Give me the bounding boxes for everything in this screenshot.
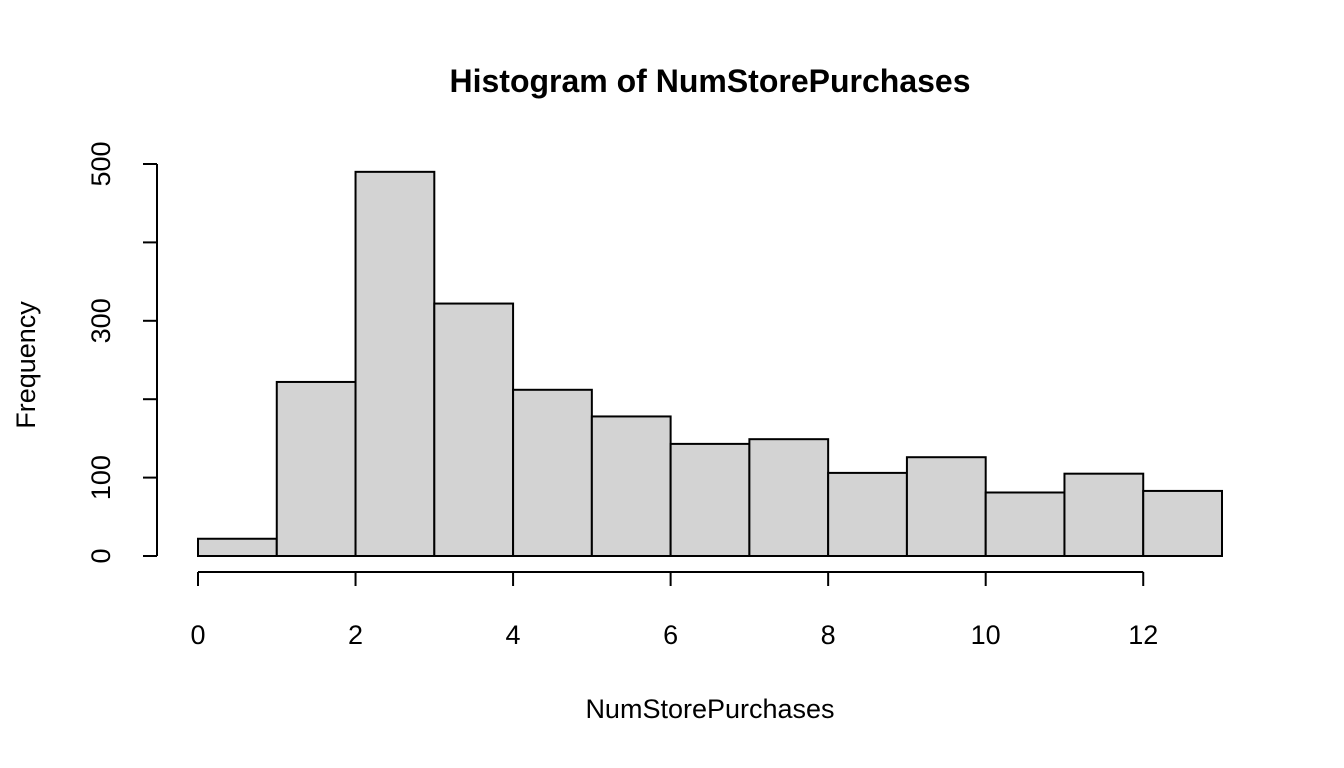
x-tick-label: 4 [506,620,521,650]
x-tick-label: 12 [1128,620,1158,650]
histogram-bar [669,442,751,557]
y-axis: 0 100 300 500 [86,141,158,564]
x-axis-label: NumStorePurchases [585,694,834,724]
x-tick-label: 8 [821,620,836,650]
y-tick-label: 300 [86,298,116,343]
y-tick-label: 500 [86,141,116,186]
x-tick-label: 0 [190,620,205,650]
x-tick-label: 10 [971,620,1001,650]
histogram-bar [354,170,436,557]
y-axis-label: Frequency [11,301,41,429]
histogram-bar [433,302,515,557]
histogram-bar [590,415,672,557]
histogram-bar [748,438,830,557]
histogram-bar [275,380,357,557]
y-tick-label: 100 [86,455,116,500]
histogram-bar [512,388,593,557]
histogram-bar [827,471,908,557]
histogram-bar [905,456,987,557]
x-tick-label: 2 [348,620,363,650]
x-tick-label: 6 [663,620,678,650]
histogram-bar [984,491,1066,558]
histogram-bar [1063,472,1145,557]
y-tick-label: 0 [86,548,116,563]
histogram-bar [1142,489,1223,558]
histogram-bar [197,537,278,558]
x-axis: 0 2 4 6 8 10 12 [190,571,1158,650]
bars-group [197,170,1223,558]
chart-title: Histogram of NumStorePurchases [449,63,970,99]
